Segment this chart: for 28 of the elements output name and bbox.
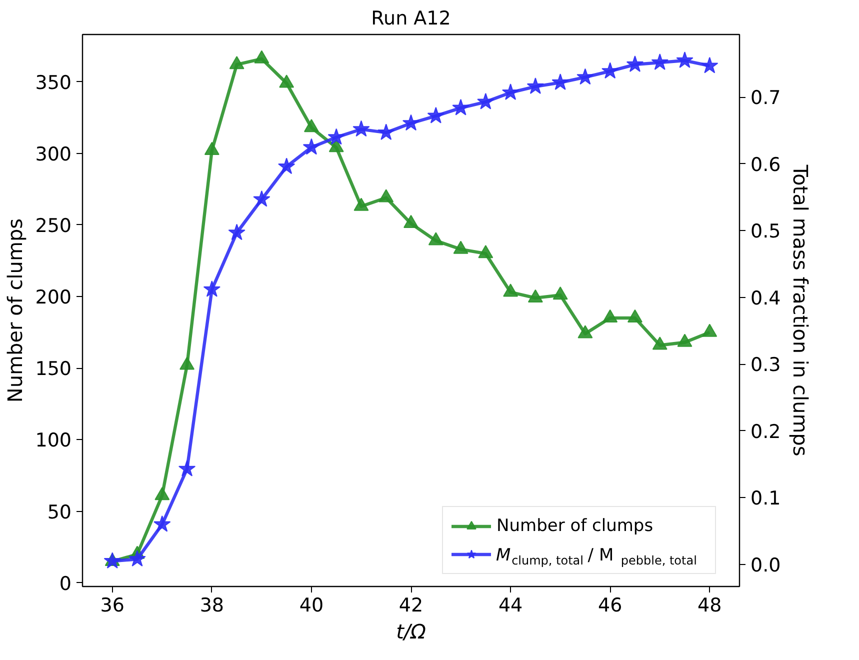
x-tick-label: 48 <box>698 594 722 616</box>
x-tick-label: 40 <box>299 594 324 616</box>
y2-tick-label: 0.0 <box>750 554 781 576</box>
x-tick-label: 46 <box>598 594 622 616</box>
y-tick-label: 350 <box>35 72 72 94</box>
y-tick-label: 300 <box>35 143 72 166</box>
y2-tick-label: 0.2 <box>750 420 781 443</box>
y-tick-label: 200 <box>35 286 72 309</box>
y2-tick-label: 0.1 <box>750 488 781 510</box>
y2-axis-title: Total mass fraction in clumps <box>788 164 813 456</box>
y2-tick-label: 0.3 <box>750 354 781 376</box>
x-tick-label: 38 <box>200 594 224 616</box>
y-tick-label: 250 <box>35 214 72 237</box>
x-tick-label: 36 <box>100 594 124 616</box>
y2-tick-label: 0.6 <box>750 154 781 176</box>
y2-tick-label: 0.5 <box>750 220 781 243</box>
y-tick-label: 100 <box>35 430 72 452</box>
legend-label: Number of clumps <box>496 515 654 537</box>
x-tick-label: 42 <box>398 594 424 616</box>
y-axis-title: Number of clumps <box>3 218 28 403</box>
y-tick-label: 150 <box>35 358 72 380</box>
y2-tick-label: 0.4 <box>750 287 781 310</box>
y2-tick-label: 0.7 <box>750 87 781 110</box>
x-tick-label: 44 <box>498 594 523 616</box>
y-tick-label: 50 <box>47 501 72 524</box>
chart-title: Run A12 <box>371 8 451 30</box>
y-tick-label: 0 <box>59 572 72 595</box>
x-axis-title: t/Ω <box>396 620 427 644</box>
